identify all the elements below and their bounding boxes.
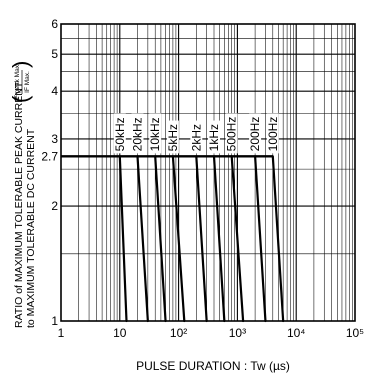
series-label-bg — [113, 113, 126, 154]
series-labels: 50kHz 20kHz 10kHz 5kHz 2kHz 1kHz 500Hz 200Hz 100… — [113, 113, 280, 154]
series-label-bg — [190, 120, 203, 154]
series-lines — [118, 155, 285, 323]
series-label-text: 50kHz — [113, 117, 127, 151]
series-label-bg — [166, 120, 179, 154]
x-axis-label: PULSE DURATION : Tw (µs) — [136, 359, 290, 373]
fraction-denominator: IF Max. — [24, 71, 31, 93]
series-line-20kHz — [136, 155, 149, 323]
y-tick-label: 1 — [51, 314, 58, 328]
y-tick-label: 3 — [51, 132, 58, 146]
series-line-10kHz — [154, 155, 167, 323]
series-label-20kHz: 20kHz — [131, 113, 145, 154]
series-label-500Hz: 500Hz — [225, 113, 239, 154]
y-tick-label: 6 — [51, 17, 58, 31]
series-label-text: 2kHz — [189, 124, 203, 151]
x-tick-label: 1 — [58, 326, 65, 340]
y-tick-label: 5 — [51, 47, 58, 61]
fraction-numerator: IF peak Max. — [14, 63, 21, 101]
series-label-2kHz: 2kHz — [189, 120, 203, 154]
grid — [61, 24, 355, 321]
series-label-bg — [249, 113, 262, 154]
series-label-100Hz: 100Hz — [266, 113, 280, 154]
series-label-text: 100Hz — [266, 117, 280, 152]
series-label-bg — [208, 120, 221, 154]
series-label-1kHz: 1kHz — [207, 120, 221, 154]
series-label-bg — [149, 113, 162, 154]
series-label-text: 20kHz — [131, 117, 145, 151]
series-line-100Hz — [271, 155, 285, 323]
y-tick-label: 2 — [51, 199, 58, 213]
series-label-bg — [266, 113, 279, 154]
y-axis-label-line2: to MAXIMUM TOLERABLE DC CURRENT — [25, 128, 37, 328]
fraction-open-paren: ( — [8, 95, 33, 103]
series-label-text: 10kHz — [148, 117, 162, 151]
series-label-10kHz: 10kHz — [148, 113, 162, 154]
x-tick-label: 10⁴ — [287, 326, 306, 340]
series-label-200Hz: 200Hz — [248, 113, 262, 154]
x-tick-label: 10³ — [229, 326, 246, 340]
tick-labels: 1 10 10² 10³ 10⁴ 10⁵ 1 2 2.7 3 4 5 6 — [41, 17, 364, 340]
series-line-50kHz — [118, 155, 128, 323]
series-line-1kHz — [212, 155, 226, 323]
y-axis-label-line1: RATIO of MAXIMUM TOLERABLE PEAK CURRENT — [13, 81, 25, 328]
series-label-text: 200Hz — [248, 117, 262, 152]
fraction-close-paren: ) — [8, 61, 33, 68]
y-axis-label: RATIO of MAXIMUM TOLERABLE PEAK CURRENT … — [8, 61, 37, 328]
y-tick-label: 4 — [51, 84, 58, 98]
series-line-200Hz — [254, 155, 267, 323]
x-tick-label: 10 — [113, 326, 127, 340]
series-label-bg — [131, 113, 144, 154]
series-label-text: 5kHz — [166, 124, 180, 151]
y-tick-label: 2.7 — [41, 149, 58, 163]
series-label-bg — [225, 113, 238, 154]
series-line-500Hz — [230, 155, 245, 323]
series-label-text: 1kHz — [207, 124, 221, 151]
series-label-50kHz: 50kHz — [113, 113, 127, 154]
plot-frame — [60, 23, 356, 322]
series-label-text: 500Hz — [225, 117, 239, 152]
x-tick-label: 10⁵ — [346, 326, 364, 340]
x-tick-label: 10² — [170, 326, 187, 340]
series-line-5kHz — [171, 155, 186, 323]
series-label-5kHz: 5kHz — [166, 120, 180, 154]
series-line-2kHz — [195, 155, 208, 323]
